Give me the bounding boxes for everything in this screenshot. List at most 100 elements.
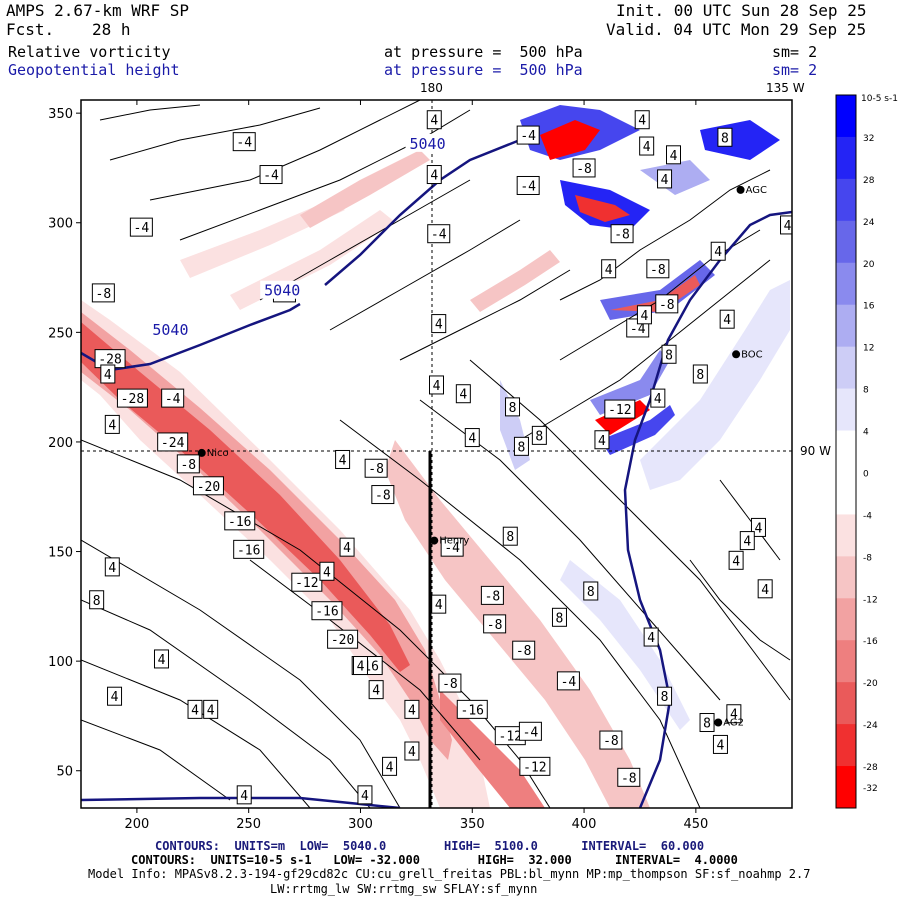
station-marker: [714, 718, 723, 727]
colorbar-label: 0: [863, 469, 869, 479]
vorticity-label: 4: [641, 309, 649, 324]
vorticity-label: 8: [587, 585, 595, 600]
colorbar-label: -12: [863, 595, 878, 605]
vorticity-label-box: [176, 454, 200, 474]
vorticity-label: -16: [461, 703, 484, 718]
colorbar-frame: [835, 94, 857, 809]
vorticity-label: 4: [661, 173, 669, 188]
vorticity-label: -4: [630, 322, 646, 337]
vorticity-label: 4: [743, 535, 751, 550]
vorticity-label: 4: [459, 388, 467, 403]
vorticity-label-box: [192, 476, 224, 496]
vorticity-label-box: [692, 364, 708, 384]
vorticity-label: 4: [339, 453, 347, 468]
vorticity-label: -20: [331, 633, 354, 648]
vorticity-label-box: [327, 629, 359, 649]
y-tick-label: 250: [48, 326, 73, 341]
convective-cluster: [575, 195, 630, 222]
vorticity-label: -4: [431, 228, 447, 243]
colorbar-label: 8: [863, 386, 869, 396]
vorticity-label: -4: [236, 136, 252, 151]
y-tick-label: 100: [48, 655, 73, 670]
vorticity-label: -4: [520, 129, 536, 144]
x-tick-label: 450: [683, 817, 708, 832]
vorticity-label-box: [505, 397, 521, 417]
station-name: AG2: [723, 718, 744, 729]
field1-level: at pressure = 500 hPa: [384, 43, 583, 61]
vorticity-label-box: [604, 399, 636, 419]
vorticity-label-box: [610, 224, 634, 244]
vorticity-label-box: [516, 125, 540, 145]
vorticity-band-secondary: [385, 440, 650, 808]
colorbar-label: 28: [863, 176, 875, 186]
vorticity-label-box: [116, 388, 148, 408]
vorticity-label-box: [551, 607, 567, 627]
colorbar-label: 16: [863, 302, 875, 312]
vorticity-label-box: [583, 581, 599, 601]
field2-name: Geopotential height: [8, 61, 180, 79]
vorticity-label: -8: [516, 644, 532, 659]
x-tick-label: 400: [572, 817, 597, 832]
colorbar-swatch: [836, 682, 856, 725]
vorticity-label-box: [710, 241, 726, 261]
height-label-bg: [260, 280, 305, 299]
vorticity-label: 4: [357, 660, 365, 675]
lon-label-180: 180: [420, 81, 443, 95]
vorticity-label: 4: [240, 789, 248, 804]
vorticity-label: 4: [761, 583, 769, 598]
vorticity-label-box: [335, 449, 351, 469]
vorticity-label-box: [601, 259, 617, 279]
vorticity-label-box: [203, 699, 219, 719]
vorticity-label: 4: [647, 631, 655, 646]
colorbar-swatch: [836, 95, 856, 138]
vorticity-label: -8: [650, 263, 666, 278]
vorticity-label: 8: [696, 368, 704, 383]
vorticity-label-box: [311, 601, 343, 621]
lon-label-135w: 135 W: [766, 81, 805, 95]
station-name: AGC: [746, 185, 767, 196]
vorticity-label: 4: [207, 703, 215, 718]
vorticity-streak: [470, 250, 560, 312]
vorticity-label: -8: [96, 287, 112, 302]
vorticity-label: -12: [523, 760, 546, 775]
vorticity-label-box: [224, 511, 256, 531]
vorticity-label: -4: [520, 179, 536, 194]
vorticity-band-core: [81, 322, 410, 672]
vorticity-label: -28: [121, 392, 144, 407]
field2-smoothing: sm= 2: [772, 61, 818, 79]
convective-cluster: [600, 260, 715, 320]
vorticity-label: -8: [375, 489, 391, 504]
colorbar-label: -32: [863, 784, 878, 794]
vorticity-label: 4: [670, 149, 678, 164]
footer-height-contours: CONTOURS: UNITS=m LOW= 5040.0 HIGH= 5100…: [155, 839, 705, 853]
vorticity-label-box: [531, 425, 547, 445]
station-name: Nico: [207, 448, 229, 459]
geopotential-contours: [81, 138, 792, 808]
vorticity-label: 4: [717, 738, 725, 753]
vorticity-label-box: [157, 432, 189, 452]
vorticity-label-box: [364, 458, 388, 478]
vorticity-label: -8: [603, 734, 619, 749]
colorbar-label: -24: [863, 721, 878, 731]
vorticity-label: 4: [430, 114, 438, 129]
convective-cluster: [540, 120, 600, 160]
colorbar-label: -8: [863, 553, 872, 563]
vorticity-label: 4: [386, 760, 394, 775]
height-label-bg: [148, 320, 193, 339]
vorticity-label-box: [339, 537, 355, 557]
vorticity-label: 4: [598, 434, 606, 449]
vorticity-label: -20: [197, 480, 220, 495]
vorticity-label-box: [368, 680, 384, 700]
vorticity-label: -4: [134, 221, 150, 236]
vorticity-label-box: [634, 110, 650, 130]
vorticity-label-box: [502, 526, 518, 546]
vorticity-label-box: [518, 721, 542, 741]
vorticity-label-box: [516, 175, 540, 195]
field2-level: at pressure = 500 hPa: [384, 61, 583, 79]
vorticity-label-box: [291, 572, 323, 592]
colorbar-label: 20: [863, 260, 875, 270]
vorticity-label-box: [594, 430, 610, 450]
vorticity-label: -16: [315, 605, 338, 620]
vorticity-label-box: [319, 561, 335, 581]
vorticity-label-box: [599, 730, 623, 750]
